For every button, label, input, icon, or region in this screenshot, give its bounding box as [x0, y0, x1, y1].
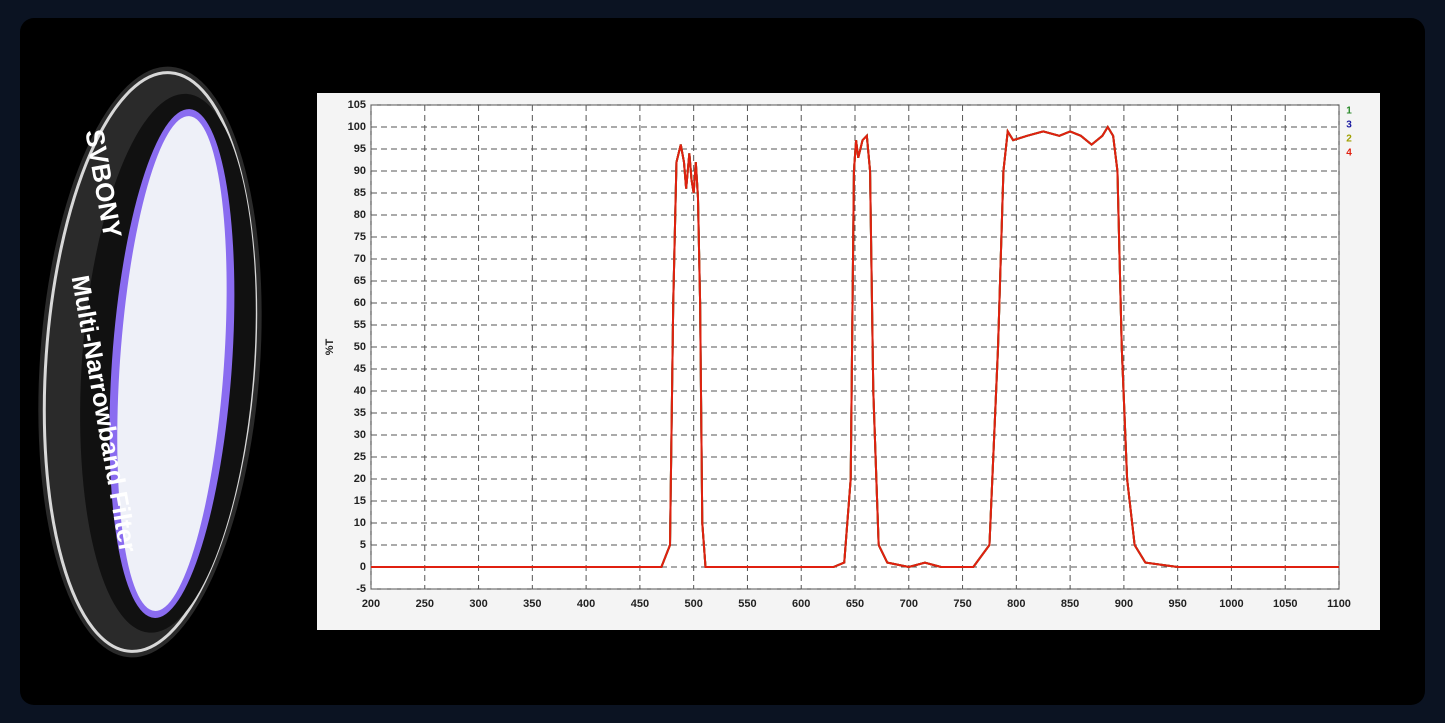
x-tick-label: 950	[1168, 598, 1186, 610]
x-tick-label: 300	[469, 598, 487, 610]
y-tick-label: 90	[354, 165, 366, 177]
x-tick-label: 1050	[1273, 598, 1297, 610]
x-tick-label: 200	[362, 598, 380, 610]
y-tick-label: -5	[356, 583, 366, 595]
y-tick-label: 105	[348, 99, 366, 111]
y-tick-label: 30	[354, 429, 366, 441]
y-tick-label: 0	[360, 561, 366, 573]
x-tick-label: 900	[1115, 598, 1133, 610]
y-tick-label: 55	[354, 319, 366, 331]
y-tick-label: 100	[348, 121, 366, 133]
y-tick-label: 25	[354, 451, 366, 463]
legend-entry: 4	[1346, 148, 1352, 159]
x-tick-label: 450	[631, 598, 649, 610]
y-tick-label: 5	[360, 539, 366, 551]
y-tick-label: 20	[354, 473, 366, 485]
x-tick-label: 750	[953, 598, 971, 610]
y-tick-label: 85	[354, 187, 366, 199]
y-tick-label: 15	[354, 495, 366, 507]
x-tick-label: 250	[416, 598, 434, 610]
x-tick-label: 400	[577, 598, 595, 610]
y-tick-label: 80	[354, 209, 366, 221]
y-tick-label: 40	[354, 385, 366, 397]
y-tick-label: 65	[354, 275, 366, 287]
legend-entry: 1	[1346, 106, 1352, 117]
x-tick-label: 600	[792, 598, 810, 610]
x-tick-label: 1100	[1327, 598, 1351, 610]
x-tick-label: 500	[684, 598, 702, 610]
y-tick-label: 50	[354, 341, 366, 353]
y-tick-label: 70	[354, 253, 366, 265]
legend-entry: 2	[1346, 134, 1352, 145]
x-tick-label: 700	[900, 598, 918, 610]
y-tick-label: 45	[354, 363, 366, 375]
y-tick-label: 95	[354, 143, 366, 155]
y-tick-label: 35	[354, 407, 366, 419]
y-tick-label: 60	[354, 297, 366, 309]
x-tick-label: 650	[846, 598, 864, 610]
x-tick-label: 850	[1061, 598, 1079, 610]
x-tick-label: 550	[738, 598, 756, 610]
series-line	[371, 125, 1339, 569]
filter-image	[38, 66, 262, 658]
y-tick-label: 75	[354, 231, 366, 243]
x-tick-label: 800	[1007, 598, 1025, 610]
x-tick-label: 350	[523, 598, 541, 610]
legend-entry: 3	[1346, 120, 1352, 131]
y-tick-label: 10	[354, 517, 366, 529]
x-tick-label: 1000	[1219, 598, 1243, 610]
filter-glass	[117, 116, 227, 611]
y-axis-label: %T	[324, 338, 336, 355]
